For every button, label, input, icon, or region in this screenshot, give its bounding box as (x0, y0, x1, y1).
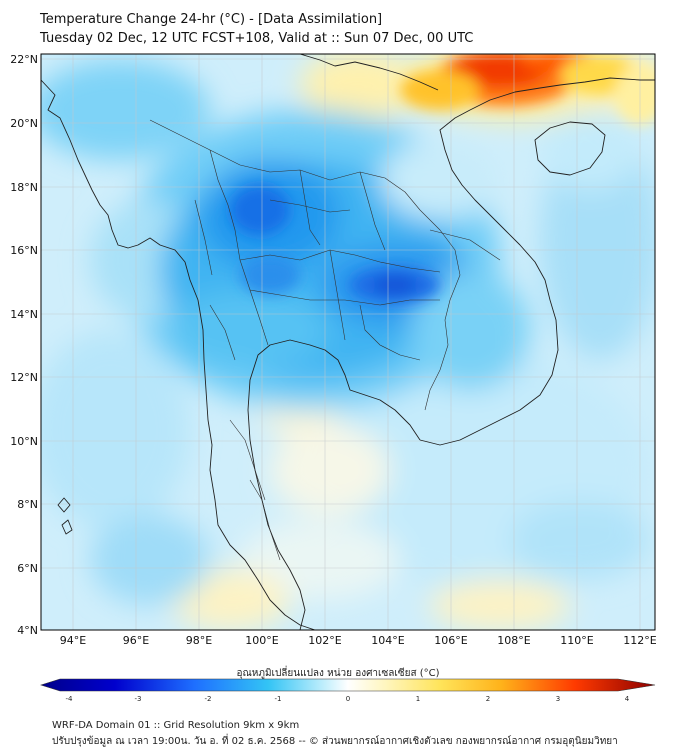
lat-axis: 22°N 20°N 18°N 16°N 14°N 12°N 10°N 8°N 6… (10, 53, 38, 637)
graticule (41, 54, 655, 630)
lat-label: 20°N (10, 117, 38, 130)
temperature-field (41, 54, 655, 630)
colorbar-label: อุณหภูมิเปลี่ยนแปลง หน่วย องศาเซลเซียส (… (236, 668, 440, 679)
lon-label: 96°E (123, 634, 149, 647)
lon-axis: 94°E 96°E 98°E 100°E 102°E 104°E 106°E 1… (60, 634, 657, 647)
lat-label: 18°N (10, 181, 38, 194)
lon-label: 100°E (245, 634, 278, 647)
colorbar-gradient (40, 678, 656, 692)
lat-label: 12°N (10, 371, 38, 384)
footer-update-info: ปรับปรุงข้อมูล ณ เวลา 19:00น. วัน อ. ที่… (52, 736, 618, 747)
lon-label: 108°E (497, 634, 530, 647)
colorbar: -4 -3 -2 -1 0 1 2 3 4 (40, 678, 656, 703)
lat-label: 22°N (10, 53, 38, 66)
colorbar-tick: 0 (346, 695, 350, 703)
colorbar-tick: -1 (275, 695, 282, 703)
footer-domain-info: WRF-DA Domain 01 :: Grid Resolution 9km … (52, 720, 300, 731)
lat-label: 10°N (10, 435, 38, 448)
lon-label: 110°E (560, 634, 593, 647)
lon-label: 104°E (371, 634, 404, 647)
lat-label: 16°N (10, 244, 38, 257)
admin-borders (149, 119, 501, 561)
lat-label: 14°N (10, 308, 38, 321)
lat-label: 8°N (17, 498, 38, 511)
lon-label: 106°E (434, 634, 467, 647)
lon-label: 94°E (60, 634, 86, 647)
lat-label: 6°N (17, 562, 38, 575)
colorbar-tick: -3 (135, 695, 142, 703)
colorbar-tick: 3 (556, 695, 560, 703)
coastlines (41, 54, 655, 630)
map-frame (40, 53, 656, 631)
lon-label: 112°E (623, 634, 656, 647)
lon-label: 98°E (186, 634, 212, 647)
colorbar-tick: 2 (486, 695, 490, 703)
colorbar-tick: -2 (205, 695, 212, 703)
colorbar-tick: 1 (416, 695, 420, 703)
colorbar-tick: -4 (66, 695, 74, 703)
lat-label: 4°N (17, 624, 38, 637)
map-title: Temperature Change 24-hr (°C) - [Data As… (40, 12, 383, 27)
colorbar-tick: 4 (625, 695, 630, 703)
map-subtitle: Tuesday 02 Dec, 12 UTC FCST+108, Valid a… (40, 31, 474, 46)
lon-label: 102°E (308, 634, 341, 647)
